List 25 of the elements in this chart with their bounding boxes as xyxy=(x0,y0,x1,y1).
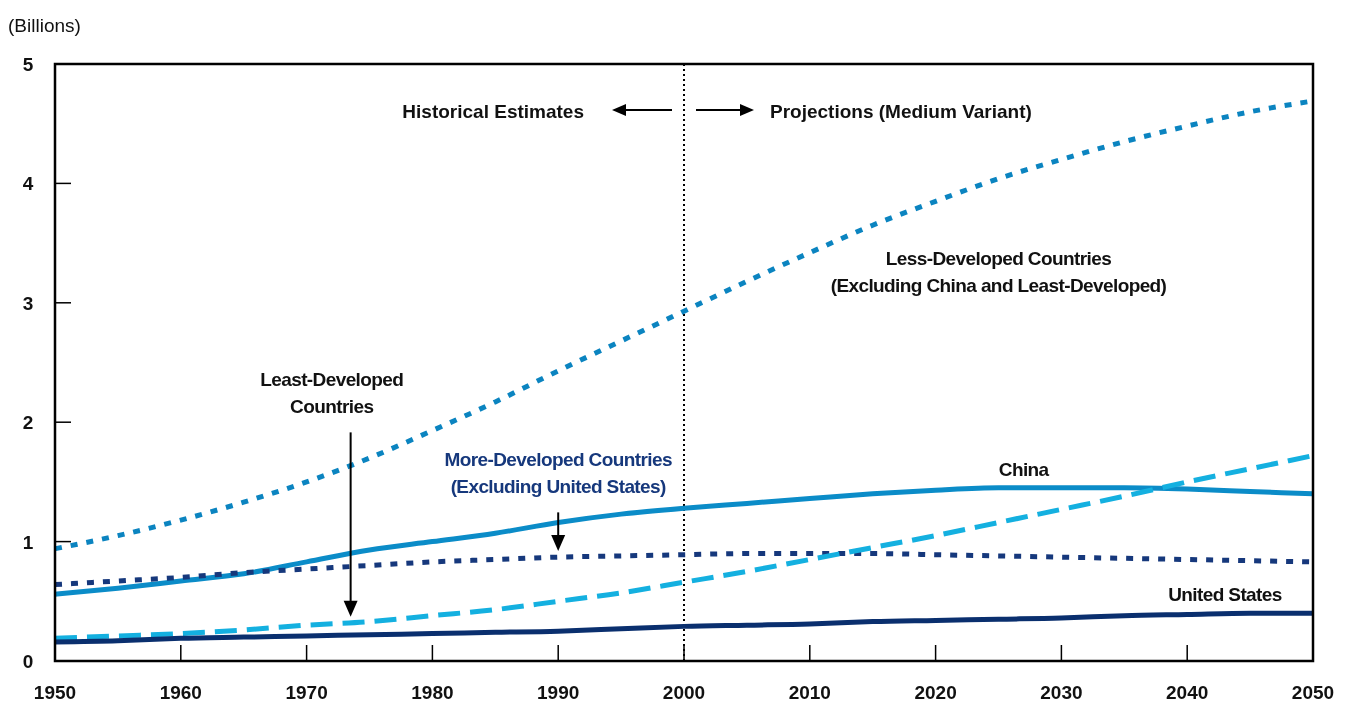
y-tick-label: 2 xyxy=(22,412,34,434)
x-tick-label: 1970 xyxy=(285,682,328,703)
annotation: Historical Estimates xyxy=(402,101,584,122)
y-tick-label: 0 xyxy=(22,651,34,672)
x-tick-label: 1960 xyxy=(159,682,202,703)
y-tick-label: 4 xyxy=(22,173,34,195)
x-tick-label: 1950 xyxy=(33,682,77,703)
text: More-Developed Countries (Excluding United States) xyxy=(444,449,672,498)
series-label: Less-Developed Countries (Excluding China and Least-Developed) xyxy=(830,247,1167,296)
series-label: China xyxy=(998,458,1050,480)
series-label: United States xyxy=(1168,584,1282,606)
x-tick-label: 2050 xyxy=(1291,682,1335,703)
y-tick-label: 1 xyxy=(22,531,34,553)
x-tick-label: 2030 xyxy=(1040,682,1083,703)
y-tick-label: 5 xyxy=(22,54,34,75)
x-tick-label: 2040 xyxy=(1166,682,1209,703)
text: Least-Developed Countries xyxy=(260,369,404,418)
x-tick-label: 1990 xyxy=(537,682,580,703)
x-tick-label: 2000 xyxy=(662,682,706,703)
x-tick-label: 1980 xyxy=(411,682,454,703)
y-axis-title: (Billions) xyxy=(8,15,81,36)
x-tick-label: 2010 xyxy=(788,682,831,703)
x-tick-label: 2020 xyxy=(914,682,957,703)
y-tick-label: 3 xyxy=(22,292,34,314)
annotation: Projections (Medium Variant) xyxy=(770,101,1032,122)
